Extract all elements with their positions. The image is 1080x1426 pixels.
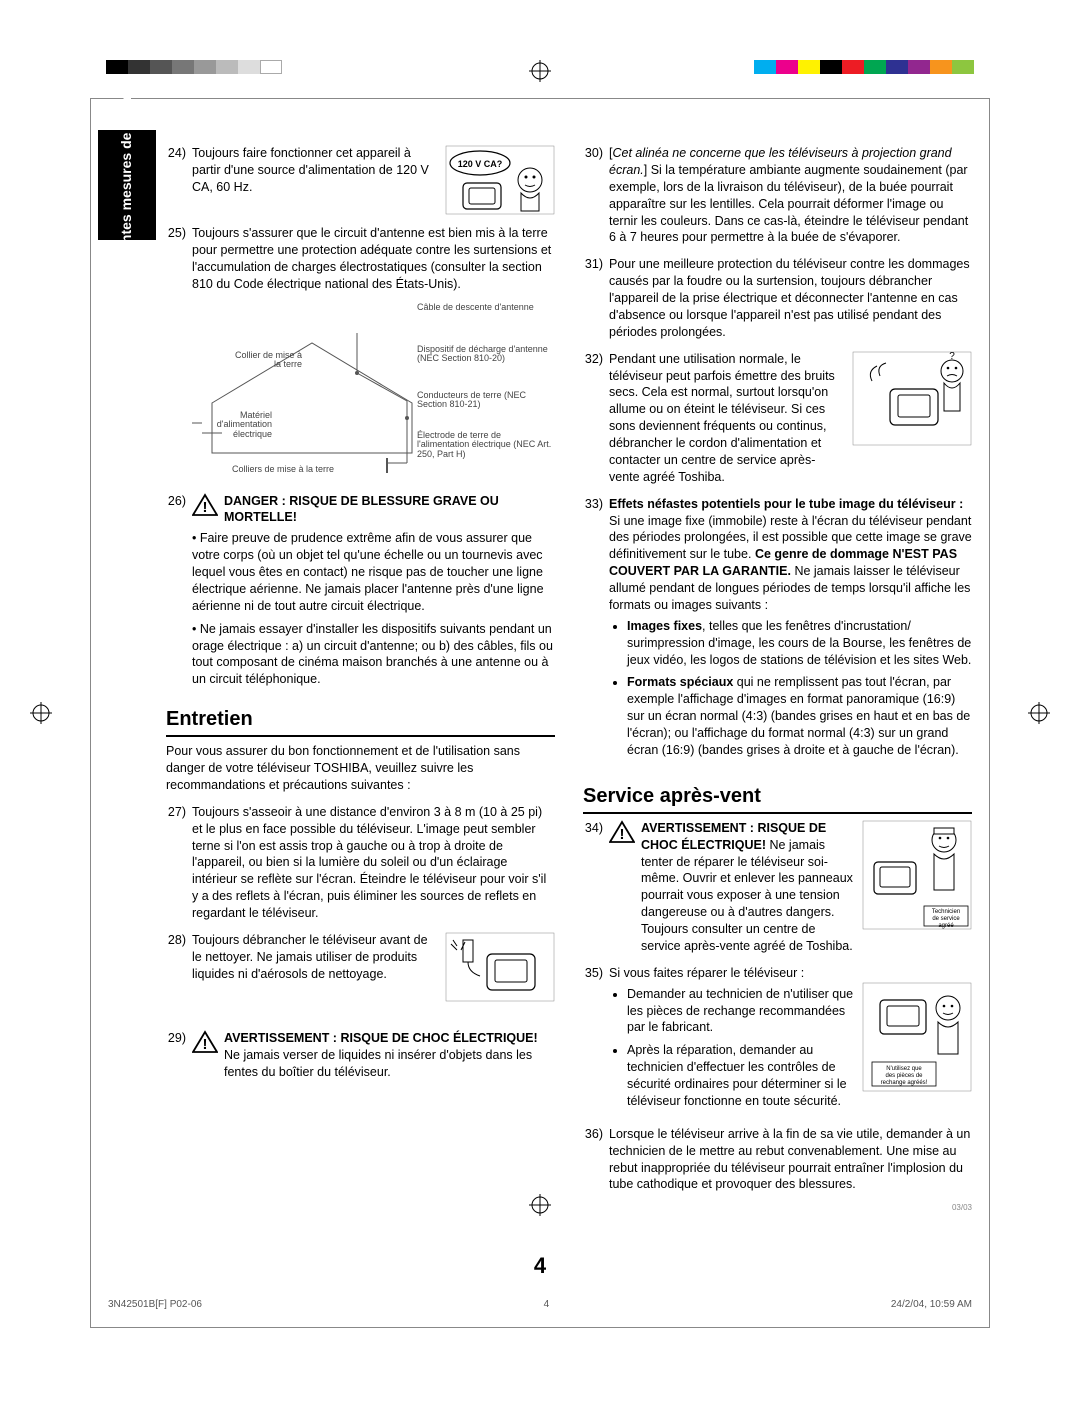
footer-left: 3N42501B[F] P02-06 (108, 1298, 202, 1312)
registration-mark-top (529, 60, 551, 82)
item-30: 30) [Cet alinéa ne concerne que les télé… (583, 145, 972, 246)
illustration-120v: 120 V CA? (445, 145, 555, 215)
svg-text:?: ? (949, 351, 955, 362)
item-29-text: Ne jamais verser de liquides ni insérer … (224, 1048, 532, 1079)
page-content: 24) Toujours faire fonctionner cet appar… (108, 145, 972, 1306)
illustration-unplug (445, 932, 555, 1002)
item-33-bullets: Images fixes, telles que les fenêtres d'… (609, 618, 972, 759)
item-32-text: Pendant une utilisation normale, le télé… (609, 351, 844, 486)
crop-line (90, 1327, 990, 1328)
item-34: 34) ! AVERTISSEMENT : RISQUE DE CHOC ÉLE… (583, 820, 972, 955)
illustration-technician: Techniciende serviceagréé (862, 820, 972, 930)
item-25: 25) Toujours s'assurer que le circuit d'… (166, 225, 555, 293)
item-34-text: Ne jamais tenter de réparer le téléviseu… (641, 838, 853, 953)
item-32: 32) Pendant une utilisation normale, le … (583, 351, 972, 486)
column-left: 24) Toujours faire fonctionner cet appar… (166, 145, 555, 1306)
item-31: 31) Pour une meilleure protection du tél… (583, 256, 972, 340)
svg-text:120 V CA?: 120 V CA? (458, 159, 503, 169)
page-number: 4 (534, 1251, 546, 1281)
tiny-note: 03/03 (583, 1203, 972, 1214)
item-26: 26) ! DANGER : RISQUE DE BLESSURE GRAVE … (166, 493, 555, 689)
item-36-text: Lorsque le téléviseur arrive à la fin de… (609, 1126, 972, 1194)
item-29: 29) ! AVERTISSEMENT : RISQUE DE CHOC ÉLE… (166, 1030, 555, 1081)
item-24-text: Toujours faire fonctionner cet appareil … (192, 145, 437, 196)
registration-mark-right (1028, 702, 1050, 724)
colorbar-left (106, 60, 282, 74)
illustration-cracking: ? (852, 351, 972, 446)
item-27: 27) Toujours s'asseoir à une distance d'… (166, 804, 555, 922)
warning-icon: ! (609, 820, 635, 844)
item-33: 33) Effets néfastes potentiels pour le t… (583, 496, 972, 765)
item-31-text: Pour une meilleure protection du télévis… (609, 256, 972, 340)
svg-text:!: ! (203, 1036, 208, 1053)
entretien-intro: Pour vous assurer du bon fonctionnement … (166, 743, 555, 794)
item-33-lead-bold: Effets néfastes potentiels pour le tube … (609, 497, 963, 511)
item-25-text: Toujours s'assurer que le circuit d'ante… (192, 225, 555, 293)
footer-right: 24/2/04, 10:59 AM (891, 1298, 972, 1312)
illustration-parts: N'utilisez quedes pièces derechange agré… (862, 982, 972, 1092)
warning-icon: ! (192, 1030, 218, 1054)
item-35-lead: Si vous faites réparer le téléviseur : (609, 965, 972, 982)
item-28: 28) Toujours débrancher le téléviseur av… (166, 932, 555, 1002)
item-35-bullets: Demander au technicien de n'utiliser que… (609, 986, 854, 1116)
footer-mid: 4 (544, 1298, 550, 1312)
item-28-text: Toujours débrancher le téléviseur avant … (192, 932, 437, 983)
section-service: Service après-vent (583, 783, 972, 814)
crop-line (989, 98, 990, 1328)
item-36: 36) Lorsque le téléviseur arrive à la fi… (583, 1126, 972, 1194)
footer: 3N42501B[F] P02-06 4 24/2/04, 10:59 AM (108, 1298, 972, 1312)
section-entretien: Entretien (166, 706, 555, 737)
crop-line (90, 98, 91, 1328)
crop-line (90, 98, 990, 99)
item-26-p1: • Faire preuve de prudence extrême afin … (192, 530, 555, 614)
grounding-diagram: Câble de descente d'antenne Collier de m… (192, 303, 555, 483)
svg-text:!: ! (203, 499, 208, 516)
item-26-heading: DANGER : RISQUE DE BLESSURE GRAVE OU MOR… (224, 494, 499, 525)
item-35: 35) Si vous faites réparer le téléviseur… (583, 965, 972, 1116)
registration-mark-left (30, 702, 52, 724)
item-27-text: Toujours s'asseoir à une distance d'envi… (192, 804, 555, 922)
item-30-text: Si la température ambiante augmente soud… (609, 163, 968, 245)
svg-text:N'utilisez quedes pièces derec: N'utilisez quedes pièces derechange agré… (881, 1066, 928, 1086)
item-29-heading: AVERTISSEMENT : RISQUE DE CHOC ÉLECTRIQU… (224, 1031, 538, 1045)
colorbar-right (754, 60, 974, 74)
svg-text:!: ! (620, 826, 625, 843)
item-26-p2: • Ne jamais essayer d'installer les disp… (192, 621, 555, 689)
warning-icon: ! (192, 493, 218, 517)
column-right: 30) [Cet alinéa ne concerne que les télé… (583, 145, 972, 1306)
item-24: 24) Toujours faire fonctionner cet appar… (166, 145, 555, 215)
